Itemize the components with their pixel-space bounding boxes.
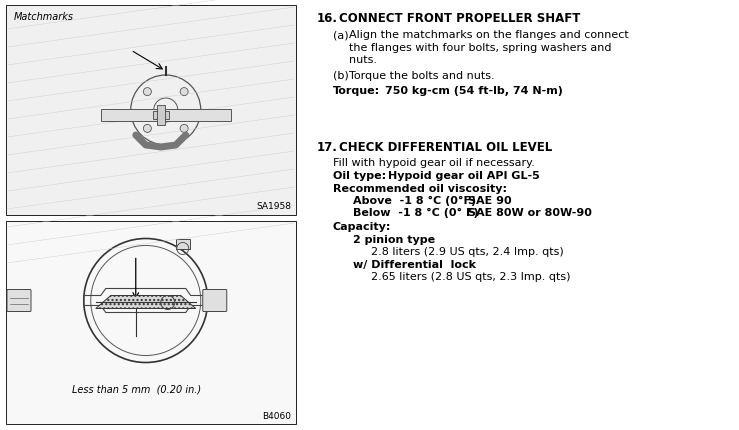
Text: 2.65 liters (2.8 US qts, 2.3 Imp. qts): 2.65 liters (2.8 US qts, 2.3 Imp. qts) — [370, 271, 570, 281]
Text: CHECK DIFFERENTIAL OIL LEVEL: CHECK DIFFERENTIAL OIL LEVEL — [338, 141, 552, 154]
Polygon shape — [96, 296, 196, 309]
Text: SA1958: SA1958 — [256, 202, 291, 211]
Circle shape — [143, 125, 151, 133]
Text: Fill with hypoid gear oil if necessary.: Fill with hypoid gear oil if necessary. — [333, 158, 534, 168]
Text: Above  -1 8 °C (0°F): Above -1 8 °C (0°F) — [353, 196, 476, 206]
Text: SAE 80W or 80W-90: SAE 80W or 80W-90 — [468, 208, 591, 218]
Text: B4060: B4060 — [262, 411, 291, 420]
Text: w/ Differential  lock: w/ Differential lock — [353, 259, 475, 269]
Text: Oil type:: Oil type: — [333, 171, 386, 181]
Text: 17.: 17. — [316, 141, 338, 154]
Text: (b): (b) — [333, 71, 348, 81]
Circle shape — [180, 125, 188, 133]
Circle shape — [143, 89, 151, 96]
Text: Below  -1 8 °C (0° F): Below -1 8 °C (0° F) — [353, 208, 478, 218]
Text: Less than 5 mm  (0.20 in.): Less than 5 mm (0.20 in.) — [72, 384, 201, 394]
Text: Torque:: Torque: — [333, 86, 380, 96]
Text: 16.: 16. — [316, 12, 338, 25]
Text: (a): (a) — [333, 30, 348, 40]
Text: Hypoid gear oil API GL-5: Hypoid gear oil API GL-5 — [387, 171, 539, 181]
FancyBboxPatch shape — [7, 290, 31, 312]
Text: 2 pinion type: 2 pinion type — [353, 234, 435, 244]
FancyBboxPatch shape — [202, 290, 227, 312]
Text: nuts.: nuts. — [349, 55, 376, 65]
Bar — [157, 106, 165, 126]
Text: the flanges with four bolts, spring washers and: the flanges with four bolts, spring wash… — [349, 43, 611, 52]
Text: Capacity:: Capacity: — [333, 221, 391, 231]
Text: Recommended oil viscosity:: Recommended oil viscosity: — [333, 184, 506, 194]
Text: CONNECT FRONT PROPELLER SHAFT: CONNECT FRONT PROPELLER SHAFT — [338, 12, 580, 25]
Polygon shape — [84, 289, 208, 313]
Text: Torque the bolts and nuts.: Torque the bolts and nuts. — [349, 71, 494, 81]
Text: Matchmarks: Matchmarks — [14, 12, 74, 22]
Text: SAE 90: SAE 90 — [468, 196, 511, 206]
Bar — [153, 112, 168, 120]
Bar — [176, 239, 190, 249]
Text: 2.8 liters (2.9 US qts, 2.4 Imp. qts): 2.8 liters (2.9 US qts, 2.4 Imp. qts) — [370, 246, 563, 256]
Text: 750 kg-cm (54 ft-lb, 74 N-m): 750 kg-cm (54 ft-lb, 74 N-m) — [384, 86, 562, 96]
Bar — [6, 221, 296, 424]
Bar — [6, 6, 296, 215]
Circle shape — [180, 89, 188, 96]
Bar — [101, 110, 231, 122]
Text: Align the matchmarks on the flanges and connect: Align the matchmarks on the flanges and … — [349, 30, 628, 40]
